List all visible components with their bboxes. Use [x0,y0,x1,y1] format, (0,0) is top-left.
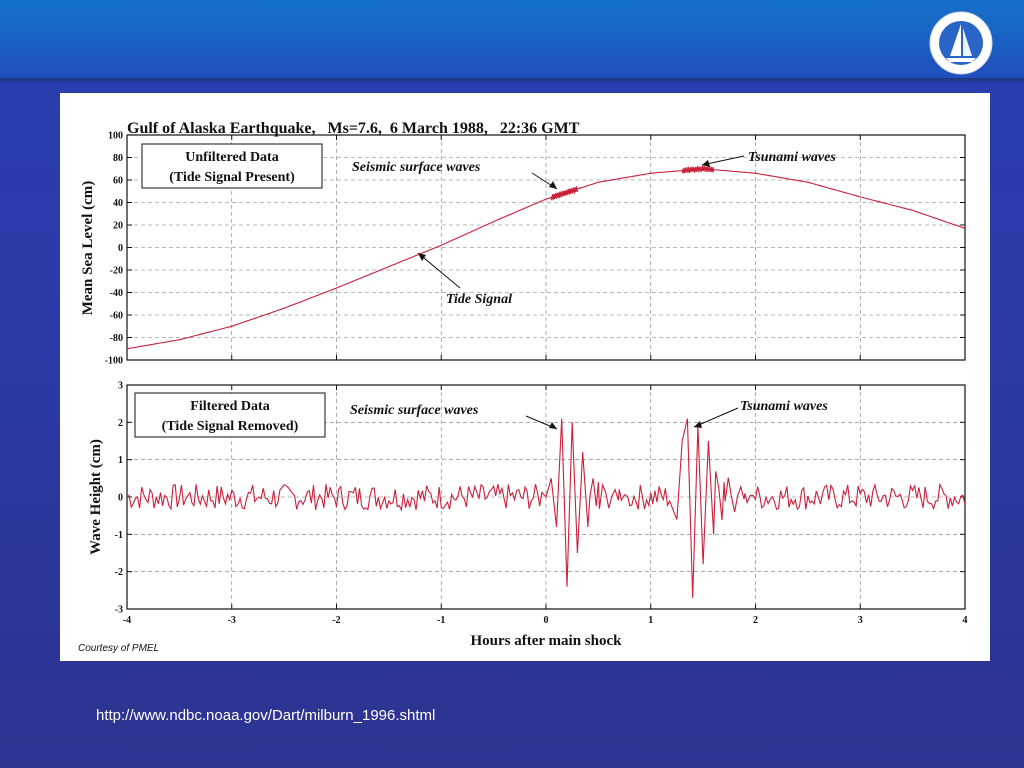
y-tick-label: 20 [113,221,123,232]
bottom-tsunami-arrowhead [694,421,702,428]
top-box-line-1: Unfiltered Data [185,150,278,165]
top-panel-y-axis-label: Mean Sea Level (cm) [80,181,96,316]
bottom-box-line-1: Filtered Data [190,399,269,414]
bottom-annotation-tsunami: Tsunami waves [740,399,828,414]
y-tick-label: 2 [118,418,123,429]
x-tick-label: 0 [544,615,549,626]
y-tick-label: 3 [118,381,123,392]
x-tick-label: 2 [753,615,758,626]
bottom-annotation-seismic: Seismic surface waves [350,403,479,418]
y-tick-label: 80 [113,153,123,164]
x-tick-label: 1 [648,615,653,626]
x-tick-label: -1 [437,615,445,626]
y-tick-label: -20 [110,266,123,277]
top-panel-y-ticks: 100 80 60 40 20 0 -20 -40 -60 -80 -100 [105,131,123,367]
chart-title: Gulf of Alaska Earthquake, Ms=7.6, 6 Mar… [127,120,580,137]
top-tide-arrowhead [418,253,426,261]
y-tick-label: -100 [105,356,123,367]
courtesy-credit: Courtesy of PMEL [78,643,159,654]
x-tick-label: -3 [228,615,236,626]
header-divider [0,78,1024,84]
y-tick-label: -1 [115,530,123,541]
source-url[interactable]: http://www.ndbc.noaa.gov/Dart/milburn_19… [96,707,436,724]
bottom-box-line-2: (Tide Signal Removed) [162,419,299,434]
header-bar [0,0,1024,80]
bottom-panel-series-line [126,418,966,598]
x-axis-label: Hours after main shock [471,633,623,649]
bottom-panel-y-ticks: 3 2 1 0 -1 -2 -3 [115,381,123,616]
y-tick-label: 40 [113,198,123,209]
y-tick-label: 0 [118,243,123,254]
y-tick-label: -40 [110,288,123,299]
x-tick-label: -2 [332,615,340,626]
top-panel-wave-ripples [550,165,715,201]
y-tick-label: 0 [118,493,123,504]
top-panel-frame [126,134,966,361]
y-tick-label: 1 [118,455,123,466]
bottom-seismic-arrowhead [549,422,557,429]
sailboat-seal-icon [929,11,993,75]
top-tsunami-arrowhead [702,160,710,167]
y-tick-label: -80 [110,333,123,344]
top-box-line-2: (Tide Signal Present) [169,170,295,185]
x-tick-label: 4 [963,615,968,626]
y-tick-label: 60 [113,176,123,187]
bottom-panel-label-box [134,392,326,438]
top-seismic-arrowhead [549,181,557,189]
bottom-tsunami-arrow [693,407,739,428]
chart: Gulf of Alaska Earthquake, Ms=7.6, 6 Mar… [78,120,968,654]
top-annotation-seismic: Seismic surface waves [352,160,481,175]
y-tick-label: -3 [115,605,123,616]
x-tick-label: 3 [858,615,863,626]
top-annotation-tide: Tide Signal [446,292,512,307]
y-tick-label: -2 [115,567,123,578]
top-panel-label-box [141,143,323,189]
figure-panel: Gulf of Alaska Earthquake, Ms=7.6, 6 Mar… [60,93,990,661]
y-tick-label: -60 [110,311,123,322]
top-tide-arrow [417,252,461,289]
top-annotation-tsunami: Tsunami waves [748,150,836,165]
x-tick-label: -4 [123,615,131,626]
y-tick-label: 100 [108,131,123,142]
top-panel-series-line [126,168,966,350]
x-axis-ticks: -4 -3 -2 -1 0 1 2 3 4 [123,615,968,626]
bottom-panel-y-axis-label: Wave Height (cm) [88,439,104,555]
